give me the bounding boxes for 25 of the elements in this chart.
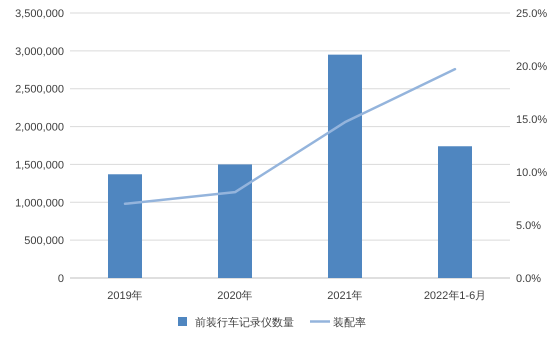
x-tick-label: 2019年 <box>107 290 143 302</box>
x-tick-label: 2021年 <box>327 290 363 302</box>
y-tick-label: 1,000,000 <box>15 197 64 210</box>
bar <box>108 174 142 278</box>
y2-tick-label: 5.0% <box>516 220 542 232</box>
y2-tick-label: 15.0% <box>516 114 548 126</box>
bar <box>328 54 362 278</box>
line-series <box>124 68 456 206</box>
y2-tick-label: 10.0% <box>516 167 548 179</box>
y-tick-label: 3,000,000 <box>15 46 64 58</box>
legend-label: 装配率 <box>333 316 366 329</box>
y-tick-label: 3,500,000 <box>15 8 64 20</box>
y2-tick-label: 20.0% <box>516 61 548 73</box>
x-tick-label: 2022年1-6月 <box>424 290 486 302</box>
y-tick-label: 2,000,000 <box>15 122 64 134</box>
y-tick-label: 500,000 <box>24 235 64 248</box>
y-tick-label: 1,500,000 <box>15 159 64 172</box>
bar <box>438 146 472 278</box>
bar <box>218 164 252 278</box>
y2-tick-label: 25.0% <box>516 8 548 20</box>
y-tick-label: 0 <box>58 273 64 285</box>
y-tick-label: 2,500,000 <box>15 84 64 96</box>
x-tick-label: 2020年 <box>217 290 253 302</box>
y2-tick-label: 0.0% <box>516 273 542 285</box>
legend-label: 前装行车记录仪数量 <box>195 316 294 329</box>
